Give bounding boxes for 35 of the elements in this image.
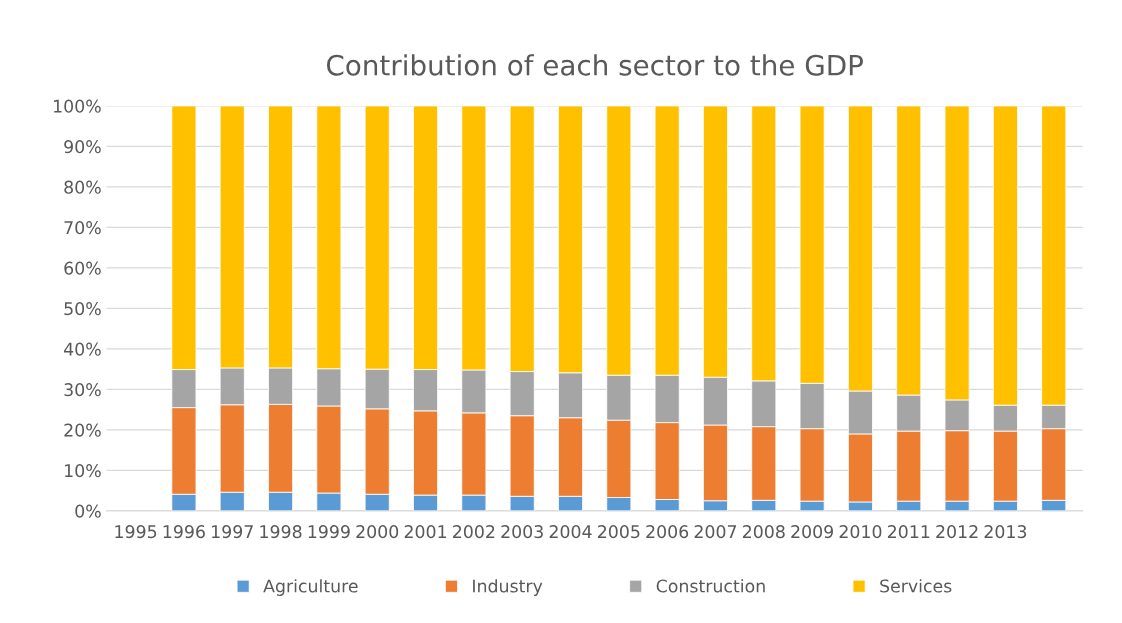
legend-label: Industry: [473, 579, 543, 596]
x-tick-label: 2008: [742, 525, 785, 539]
y-tick-label: 90%: [64, 140, 101, 154]
y-tick-label: 50%: [64, 302, 101, 316]
x-tick-label: 2003: [501, 525, 543, 539]
x-tick-label: 2012: [936, 525, 978, 539]
x-tick-label: 1997: [212, 525, 253, 539]
x-tick-label: 2006: [646, 525, 689, 539]
x-tick-label: 1998: [260, 525, 302, 539]
legend-label: Construction: [656, 579, 765, 593]
x-tick-label: 1996: [163, 525, 205, 539]
x-tick-label: 2004: [549, 525, 592, 539]
x-tick-label: 1995: [115, 525, 157, 539]
x-tick-label: 2000: [356, 525, 399, 539]
y-tick-label: 20%: [64, 423, 101, 437]
legend-label: Services: [880, 579, 952, 593]
legend-label: Agriculture: [263, 579, 358, 596]
x-tick-label: 2011: [887, 525, 930, 539]
x-tick-label: 2009: [791, 525, 833, 539]
y-tick-label: 30%: [64, 383, 101, 397]
y-tick-label: 0%: [75, 504, 101, 518]
y-tick-label: 10%: [65, 464, 101, 478]
chart-title: Contribution of each sector to the GDP: [326, 54, 863, 76]
x-tick-label: 2005: [598, 525, 640, 539]
x-tick-label: 2010: [839, 525, 882, 539]
y-tick-label: 60%: [64, 261, 101, 275]
x-tick-label: 2007: [694, 525, 737, 539]
y-tick-label: 100%: [54, 99, 101, 113]
x-tick-label: 2013: [984, 525, 1027, 539]
y-tick-label: 70%: [64, 221, 101, 235]
x-tick-label: 2002: [453, 525, 495, 539]
x-tick-label: 2001: [404, 525, 447, 539]
y-tick-label: 40%: [63, 342, 101, 356]
x-tick-label: 1999: [308, 525, 350, 539]
y-tick-label: 80%: [64, 180, 101, 194]
